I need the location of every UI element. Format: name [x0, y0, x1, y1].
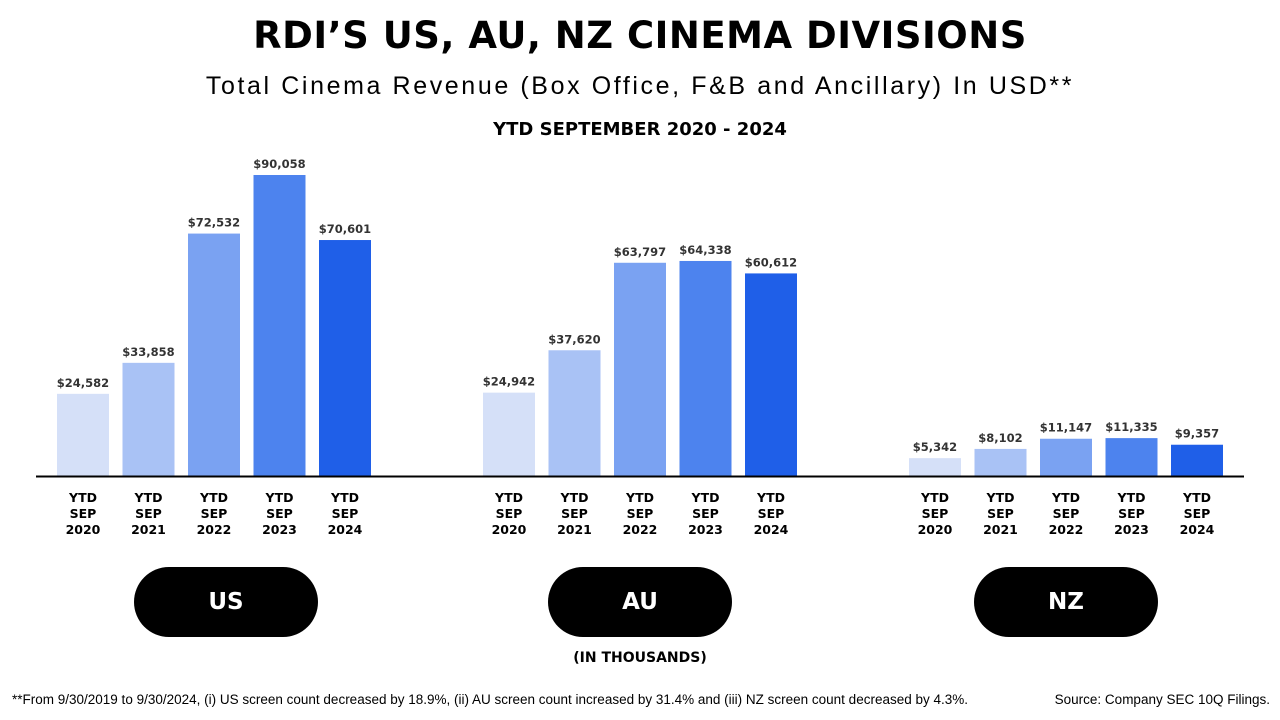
tick-label-nz-2-2: 2022 [1049, 522, 1084, 537]
tick-label-us-1-0: YTD [134, 490, 163, 505]
tick-label-nz-3-2: 2023 [1114, 522, 1149, 537]
tick-label-us-1-2: 2021 [131, 522, 166, 537]
data-label-us-3: $90,058 [253, 157, 305, 171]
tick-label-au-1-2: 2021 [557, 522, 592, 537]
data-label-au-1: $37,620 [548, 332, 600, 346]
tick-label-us-0-2: 2020 [66, 522, 101, 537]
tick-label-nz-1-1: SEP [987, 506, 1014, 521]
bar-nz-3 [1105, 438, 1158, 476]
bar-au-2 [614, 262, 666, 476]
tick-label-us-3-1: SEP [266, 506, 293, 521]
tick-label-nz-3-0: YTD [1117, 490, 1146, 505]
tick-label-us-0-1: SEP [70, 506, 97, 521]
group-label-nz: NZ [974, 567, 1158, 637]
tick-label-au-3-2: 2023 [688, 522, 723, 537]
tick-label-au-4-2: 2024 [754, 522, 789, 537]
tick-label-nz-0-0: YTD [920, 490, 949, 505]
tick-label-us-3-2: 2023 [262, 522, 297, 537]
tick-label-nz-0-1: SEP [922, 506, 949, 521]
data-label-au-0: $24,942 [483, 375, 535, 389]
tick-label-us-2-2: 2022 [197, 522, 232, 537]
tick-label-au-3-0: YTD [691, 490, 720, 505]
bar-nz-0 [909, 458, 961, 476]
bar-au-0 [483, 392, 535, 476]
tick-label-au-4-1: SEP [758, 506, 785, 521]
tick-label-au-0-1: SEP [496, 506, 523, 521]
tick-label-nz-4-2: 2024 [1180, 522, 1215, 537]
tick-label-us-2-0: YTD [199, 490, 228, 505]
units-label: (IN THOUSANDS) [573, 650, 707, 666]
tick-label-us-4-0: YTD [330, 490, 359, 505]
bar-au-1 [548, 350, 601, 476]
data-label-nz-1: $8,102 [978, 431, 1022, 445]
data-label-au-3: $64,338 [679, 243, 731, 257]
bar-nz-4 [1171, 444, 1223, 476]
data-label-nz-4: $9,357 [1175, 427, 1219, 441]
bar-us-4 [319, 240, 371, 476]
tick-label-au-0-2: 2020 [492, 522, 527, 537]
data-label-nz-2: $11,147 [1040, 421, 1092, 435]
tick-label-nz-4-1: SEP [1184, 506, 1211, 521]
tick-label-au-2-0: YTD [625, 490, 654, 505]
source-note: Source: Company SEC 10Q Filings. [1054, 692, 1270, 707]
bar-us-2 [188, 233, 240, 476]
data-label-us-0: $24,582 [57, 376, 109, 390]
tick-label-au-4-0: YTD [756, 490, 785, 505]
tick-label-nz-2-0: YTD [1051, 490, 1080, 505]
bar-au-3 [679, 260, 732, 476]
data-label-au-2: $63,797 [614, 245, 666, 259]
tick-label-au-1-0: YTD [560, 490, 589, 505]
tick-label-nz-3-1: SEP [1118, 506, 1145, 521]
data-label-us-4: $70,601 [319, 222, 371, 236]
bar-us-3 [253, 175, 306, 476]
data-label-nz-0: $5,342 [913, 440, 957, 454]
tick-label-us-2-1: SEP [201, 506, 228, 521]
tick-label-nz-0-2: 2020 [918, 522, 953, 537]
bar-us-1 [122, 362, 175, 476]
tick-label-nz-4-0: YTD [1182, 490, 1211, 505]
chart-subtitle: Total Cinema Revenue (Box Office, F&B an… [205, 72, 1075, 100]
data-label-us-2: $72,532 [188, 216, 240, 230]
tick-label-au-1-1: SEP [561, 506, 588, 521]
tick-label-au-2-1: SEP [627, 506, 654, 521]
chart-period: YTD SEPTEMBER 2020 - 2024 [493, 119, 787, 140]
tick-label-us-4-1: SEP [332, 506, 359, 521]
group-label-us: US [134, 567, 318, 637]
tick-label-nz-1-0: YTD [986, 490, 1015, 505]
tick-label-us-4-2: 2024 [328, 522, 363, 537]
data-label-nz-3: $11,335 [1105, 420, 1157, 434]
tick-label-au-0-0: YTD [494, 490, 523, 505]
bar-nz-1 [974, 448, 1027, 476]
chart-title: RDI’S US, AU, NZ CINEMA DIVISIONS [253, 14, 1027, 57]
group-label-au: AU [548, 567, 732, 637]
tick-label-nz-2-1: SEP [1053, 506, 1080, 521]
bar-nz-2 [1040, 438, 1092, 476]
tick-label-us-0-0: YTD [68, 490, 97, 505]
tick-label-nz-1-2: 2021 [983, 522, 1018, 537]
tick-label-au-2-2: 2022 [623, 522, 658, 537]
tick-label-au-3-1: SEP [692, 506, 719, 521]
tick-label-us-3-0: YTD [265, 490, 294, 505]
tick-label-us-1-1: SEP [135, 506, 162, 521]
footnote: **From 9/30/2019 to 9/30/2024, (i) US sc… [12, 692, 969, 707]
bar-au-4 [745, 273, 797, 476]
bar-us-0 [57, 393, 109, 476]
data-label-us-1: $33,858 [122, 345, 174, 359]
data-label-au-4: $60,612 [745, 255, 797, 269]
